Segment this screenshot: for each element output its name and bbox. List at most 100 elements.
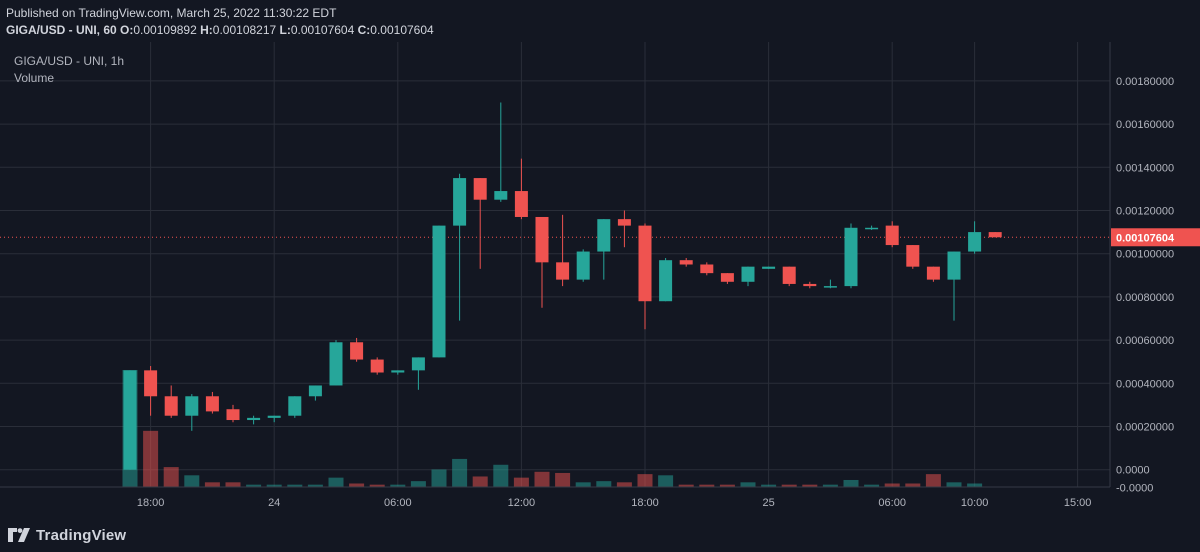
candle-body xyxy=(432,225,446,358)
candle-body xyxy=(926,266,940,280)
x-tick-label: 12:00 xyxy=(508,497,536,509)
volume-bar xyxy=(410,481,426,487)
last-price-label: 0.00107604 xyxy=(1116,232,1175,244)
candle-body xyxy=(720,273,734,282)
volume-bar xyxy=(761,484,777,487)
volume-bar xyxy=(534,471,550,487)
candle-body xyxy=(762,266,776,269)
candle-body xyxy=(803,283,817,287)
candle-body xyxy=(308,385,322,397)
close-value: 0.00107604 xyxy=(370,23,434,37)
candles[interactable] xyxy=(0,102,1110,470)
volume-bar xyxy=(452,458,468,487)
candle-body xyxy=(679,260,693,265)
chart-background xyxy=(0,42,1200,513)
volume-bar xyxy=(658,475,674,487)
candle-body xyxy=(144,370,158,397)
candle-body xyxy=(473,178,487,200)
volume-bar xyxy=(637,474,653,487)
chart-header: Published on TradingView.com, March 25, … xyxy=(0,0,1200,42)
candle-body xyxy=(411,357,425,371)
y-tick-label: 0.00100000 xyxy=(1116,249,1174,261)
volume-bar xyxy=(864,484,880,487)
legend-symbol: GIGA/USD - UNI, 1h xyxy=(14,54,124,68)
x-tick-label: 24 xyxy=(268,497,280,509)
volume-bar xyxy=(946,482,962,487)
y-tick-label: 0.0000 xyxy=(1116,465,1150,477)
tradingview-logo-icon xyxy=(8,528,30,542)
legend-volume: Volume xyxy=(14,71,54,85)
candle-body xyxy=(741,266,755,282)
volume-bar xyxy=(431,469,447,487)
ohlc-summary: GIGA/USD - UNI, 60 O:0.00109892 H:0.0010… xyxy=(6,23,434,37)
volume-bar xyxy=(204,482,220,487)
low-value: 0.00107604 xyxy=(290,23,355,37)
price-chart[interactable]: 0.00180000 0.00160000 0.00140000 0.00120000… xyxy=(0,0,1200,513)
volume-bar xyxy=(369,484,385,487)
candle-body xyxy=(638,225,652,302)
candle-body xyxy=(247,417,261,421)
volume-bar xyxy=(163,467,179,487)
volume-bar xyxy=(740,482,756,487)
volume-bar xyxy=(287,484,303,487)
y-tick-label: 0.00180000 xyxy=(1116,76,1174,88)
candle-body xyxy=(164,396,178,416)
volume-bar xyxy=(925,474,941,487)
candle-body xyxy=(370,359,384,373)
candle-body xyxy=(906,245,920,267)
volume-bar xyxy=(184,475,200,487)
candle-body xyxy=(659,260,673,302)
volume-bar xyxy=(884,483,900,487)
candle-body xyxy=(782,266,796,284)
volume-bar xyxy=(513,477,529,487)
candle-body xyxy=(350,342,364,360)
volume-bar xyxy=(575,482,591,487)
candle-body xyxy=(988,232,1002,238)
published-info: Published on TradingView.com, March 25, … xyxy=(6,6,337,20)
candle-body xyxy=(885,225,899,246)
candle-body xyxy=(205,396,219,412)
candle-body xyxy=(823,286,837,288)
x-tick-label: 18:00 xyxy=(137,497,165,509)
y-tick-label: 0.00120000 xyxy=(1116,205,1174,217)
open-value: 0.00109892 xyxy=(133,23,197,37)
volume-bar xyxy=(699,484,715,487)
volume-bar xyxy=(390,484,406,487)
open-label: O: xyxy=(120,23,134,37)
x-tick-label: 15:00 xyxy=(1064,497,1092,509)
candle-body xyxy=(535,216,549,263)
x-tick-label: 18:00 xyxy=(631,497,659,509)
last-price-tag xyxy=(1111,228,1200,247)
candle-body xyxy=(617,219,631,226)
tradingview-logo[interactable]: TradingView xyxy=(8,525,126,545)
volume-bar xyxy=(246,484,262,487)
x-tick-label: 06:00 xyxy=(878,497,906,509)
volume-bar xyxy=(616,482,632,487)
candle-body xyxy=(494,191,508,200)
candle-body xyxy=(391,370,405,373)
candle-body xyxy=(576,251,590,280)
symbol-interval: GIGA/USD - UNI, 60 xyxy=(6,23,117,37)
candle-body xyxy=(865,227,879,230)
candle-body xyxy=(453,178,467,226)
y-tick-label: 0.00160000 xyxy=(1116,119,1174,131)
volume-bar xyxy=(493,464,509,487)
volume-bar xyxy=(472,476,488,487)
candle-body xyxy=(226,409,240,421)
close-label: C: xyxy=(357,23,371,37)
tradingview-brand: TradingView xyxy=(36,526,127,544)
candle-body xyxy=(597,219,611,252)
candle-body xyxy=(123,370,137,470)
candle-body xyxy=(329,342,343,386)
axes: 0.00180000 0.00160000 0.00140000 0.00120000… xyxy=(0,42,1200,509)
y-tick-label: 0.00020000 xyxy=(1116,422,1174,434)
y-tick-label: 0.00060000 xyxy=(1116,335,1174,347)
candle-body xyxy=(185,396,199,416)
y-tick-label: 0.00040000 xyxy=(1116,378,1174,390)
candle-body xyxy=(700,264,714,274)
x-tick-label: 10:00 xyxy=(961,497,989,509)
volume-bar xyxy=(143,430,159,487)
volume-bar xyxy=(266,484,282,487)
candle-body xyxy=(267,415,281,418)
high-value: 0.00108217 xyxy=(212,23,277,37)
